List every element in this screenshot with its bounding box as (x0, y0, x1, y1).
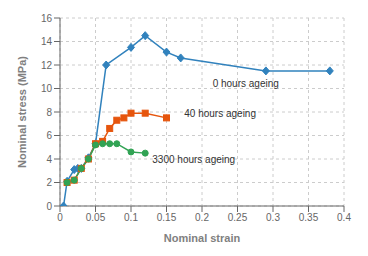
svg-text:0.35: 0.35 (299, 212, 319, 223)
svg-text:40 hours ageing: 40 hours ageing (184, 108, 256, 119)
svg-text:0.15: 0.15 (157, 212, 177, 223)
svg-text:0.1: 0.1 (124, 212, 138, 223)
svg-text:4: 4 (46, 154, 52, 165)
svg-text:0.3: 0.3 (266, 212, 280, 223)
svg-text:3300 hours ageing: 3300 hours ageing (152, 154, 235, 165)
svg-text:6: 6 (46, 130, 52, 141)
svg-text:16: 16 (41, 13, 53, 24)
svg-text:10: 10 (41, 83, 53, 94)
svg-text:0: 0 (46, 201, 52, 212)
svg-text:Nominal strain: Nominal strain (164, 232, 241, 244)
svg-text:8: 8 (46, 107, 52, 118)
svg-text:0.2: 0.2 (195, 212, 209, 223)
svg-text:14: 14 (41, 36, 53, 47)
svg-text:0.05: 0.05 (86, 212, 106, 223)
svg-text:0.4: 0.4 (337, 212, 351, 223)
svg-text:0 hours ageing: 0 hours ageing (213, 78, 279, 89)
svg-text:2: 2 (46, 177, 52, 188)
svg-text:0.25: 0.25 (228, 212, 248, 223)
svg-text:12: 12 (41, 60, 53, 71)
svg-text:Nominal stress (MPa): Nominal stress (MPa) (16, 56, 28, 168)
svg-text:0: 0 (57, 212, 63, 223)
